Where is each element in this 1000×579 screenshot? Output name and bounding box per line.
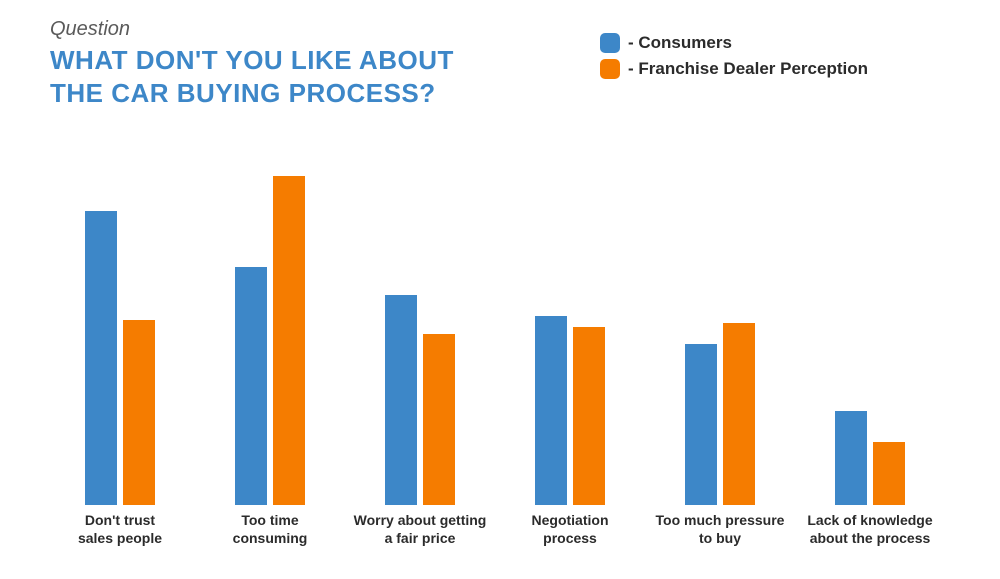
x-axis-label-line: to buy — [645, 530, 795, 548]
bar — [385, 295, 417, 505]
chart-title: WHAT DON'T YOU LIKE ABOUT THE CAR BUYING… — [50, 44, 454, 109]
legend-item-consumers: - Consumers — [600, 33, 868, 53]
x-axis-label-line: about the process — [795, 530, 945, 548]
x-axis-label: Don't trustsales people — [45, 512, 195, 547]
x-axis-label: Too much pressureto buy — [645, 512, 795, 547]
x-axis-label-line: sales people — [45, 530, 195, 548]
bar — [273, 176, 305, 505]
x-axis-label-line: Lack of knowledge — [795, 512, 945, 530]
bar — [423, 334, 455, 506]
x-axis-label-line: Worry about getting — [345, 512, 495, 530]
x-axis-label-line: Negotiation — [495, 512, 645, 530]
legend: - Consumers - Franchise Dealer Perceptio… — [600, 33, 868, 85]
question-label: Question — [50, 18, 130, 41]
x-axis-label: Worry about gettinga fair price — [345, 512, 495, 547]
legend-label-consumers: - Consumers — [628, 33, 732, 53]
legend-swatch-dealers — [600, 59, 620, 79]
bar — [723, 323, 755, 505]
bar — [573, 327, 605, 506]
legend-item-dealers: - Franchise Dealer Perception — [600, 59, 868, 79]
x-axis-label: Lack of knowledgeabout the process — [795, 512, 945, 547]
bar — [873, 442, 905, 505]
x-axis-label-line: Too much pressure — [645, 512, 795, 530]
x-axis-label-line: Don't trust — [45, 512, 195, 530]
bar — [235, 267, 267, 505]
x-axis-label-line: process — [495, 530, 645, 548]
bar — [85, 211, 117, 505]
bar — [685, 344, 717, 505]
bar — [835, 411, 867, 506]
bar — [535, 316, 567, 505]
x-axis-label-line: Too time — [195, 512, 345, 530]
chart-canvas: Question WHAT DON'T YOU LIKE ABOUT THE C… — [0, 0, 1000, 579]
x-axis-label-line: a fair price — [345, 530, 495, 548]
bar — [123, 320, 155, 506]
title-line-2: THE CAR BUYING PROCESS? — [50, 77, 454, 110]
plot-area — [45, 155, 965, 505]
legend-label-dealers: - Franchise Dealer Perception — [628, 59, 868, 79]
x-axis-label: Negotiationprocess — [495, 512, 645, 547]
legend-swatch-consumers — [600, 33, 620, 53]
title-line-1: WHAT DON'T YOU LIKE ABOUT — [50, 44, 454, 77]
x-axis-label: Too timeconsuming — [195, 512, 345, 547]
x-axis-label-line: consuming — [195, 530, 345, 548]
